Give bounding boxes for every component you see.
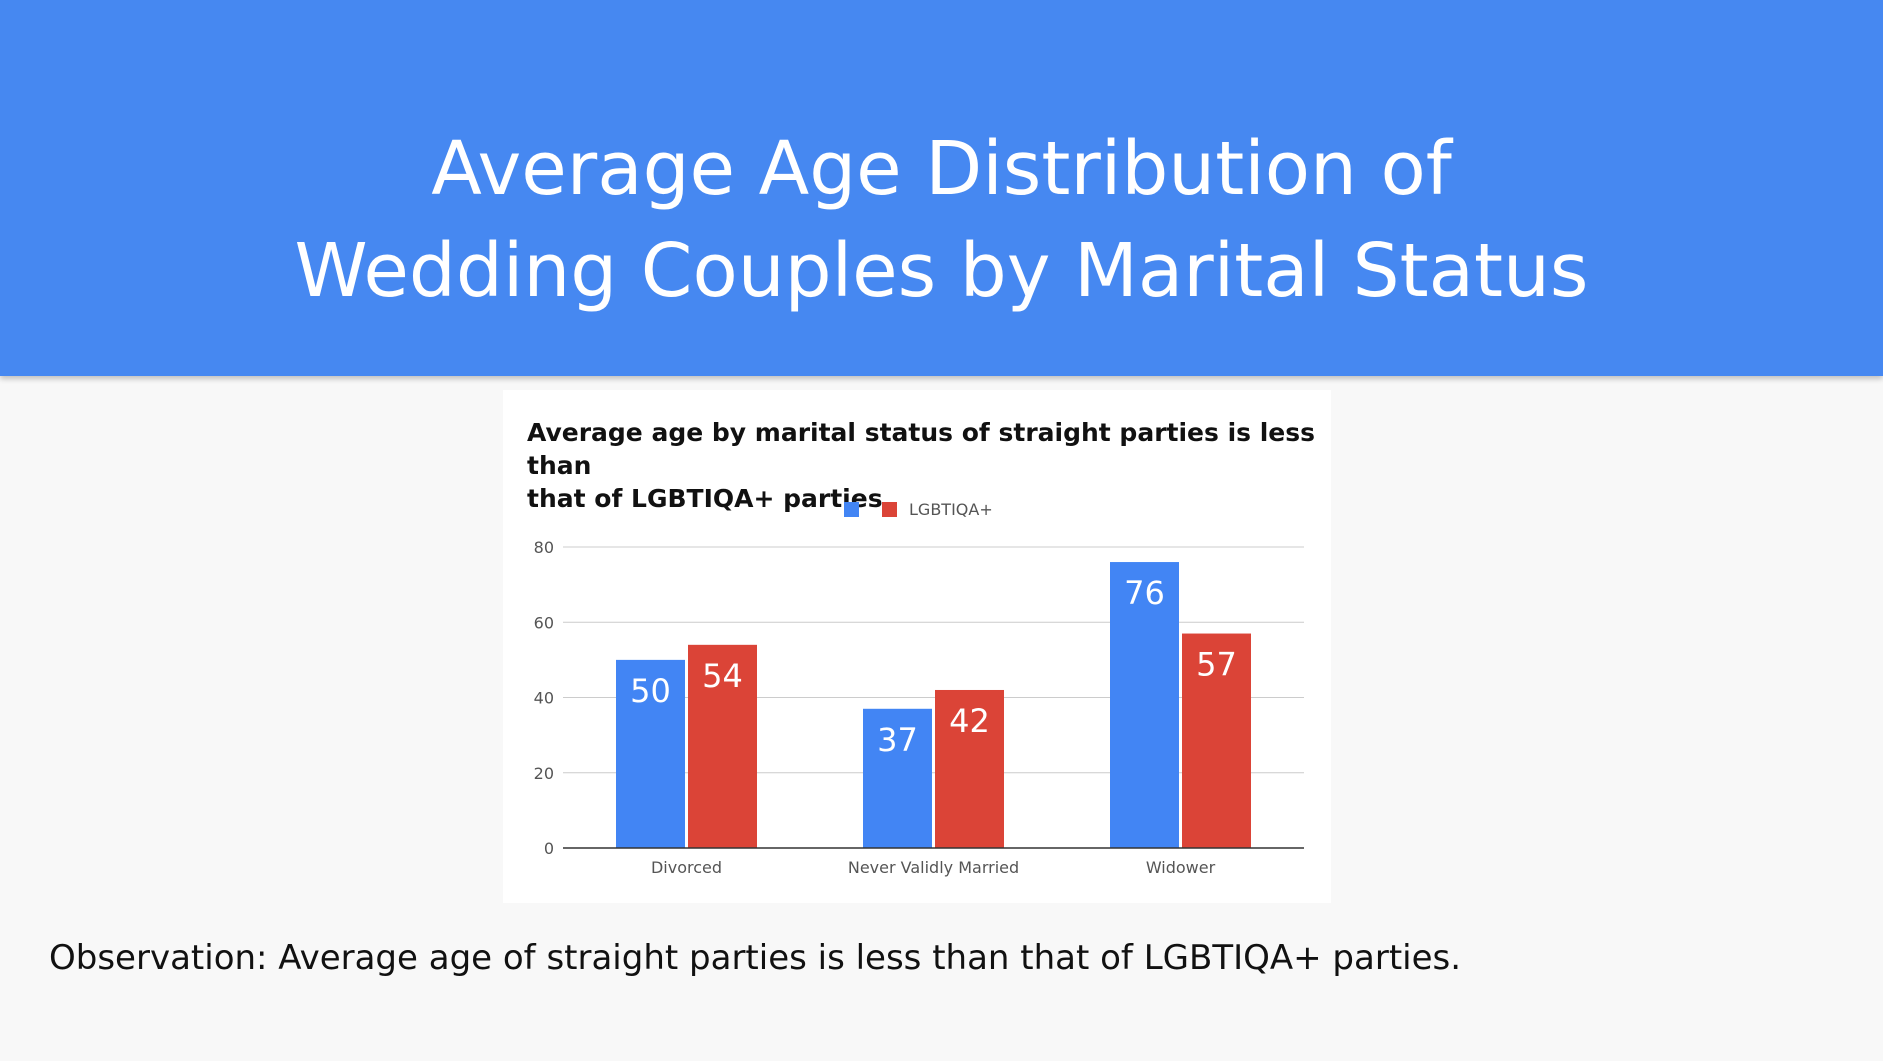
data-label-1-widower: 76 [1124, 574, 1165, 612]
slide-header: Average Age Distribution of Wedding Coup… [0, 0, 1883, 376]
observation-text: Observation: Average age of straight par… [49, 938, 1462, 978]
y-axis: 0 20 40 60 80 [534, 538, 554, 858]
slide-title-line-2: Wedding Couples by Marital Status [294, 228, 1589, 314]
data-label-2-never-validly-married: 42 [949, 702, 990, 740]
y-tick-label-0: 0 [544, 839, 554, 858]
chart-legend: LGBTIQA+ [844, 500, 993, 519]
x-tick-label-3: Widower [1146, 858, 1216, 877]
chart-title: Average age by marital status of straigh… [527, 416, 1317, 515]
legend-swatch-1 [844, 502, 859, 517]
bar-2-widower [1182, 633, 1251, 848]
chart-bars: 50 54 37 42 76 57 [616, 562, 1251, 848]
y-tick-label-60: 60 [534, 613, 554, 632]
legend-swatch-2 [882, 502, 897, 517]
y-tick-label-40: 40 [534, 689, 554, 708]
slide-title: Average Age Distribution of Wedding Coup… [0, 118, 1883, 322]
y-tick-label-80: 80 [534, 538, 554, 557]
chart-title-line-1: Average age by marital status of straigh… [527, 418, 1316, 480]
data-label-1-never-validly-married: 37 [877, 721, 918, 759]
bar-2-divorced [688, 644, 757, 848]
bar-2-never-validly-married [935, 689, 1004, 848]
data-label-2-widower: 57 [1196, 646, 1237, 684]
data-label-1-divorced: 50 [630, 672, 671, 710]
chart-title-line-2: that of LGBTIQA+ parties [527, 484, 883, 513]
bar-1-divorced [616, 659, 685, 848]
x-axis: Divorced Never Validly Married Widower [563, 847, 1304, 877]
x-tick-label-1: Divorced [651, 858, 722, 877]
x-tick-label-2: Never Validly Married [848, 858, 1019, 877]
slide-title-line-1: Average Age Distribution of [431, 126, 1452, 212]
bar-chart: LGBTIQA+ 0 20 40 60 80 50 54 37 42 76 57 Divorced… [534, 500, 1304, 877]
bar-1-never-validly-married [863, 708, 932, 848]
legend-label-2: LGBTIQA+ [909, 500, 993, 519]
bar-1-widower [1110, 562, 1179, 848]
chart-gridlines [563, 546, 1304, 774]
y-tick-label-20: 20 [534, 764, 554, 783]
chart-card: Average age by marital status of straigh… [503, 390, 1331, 903]
data-label-2-divorced: 54 [702, 657, 743, 695]
